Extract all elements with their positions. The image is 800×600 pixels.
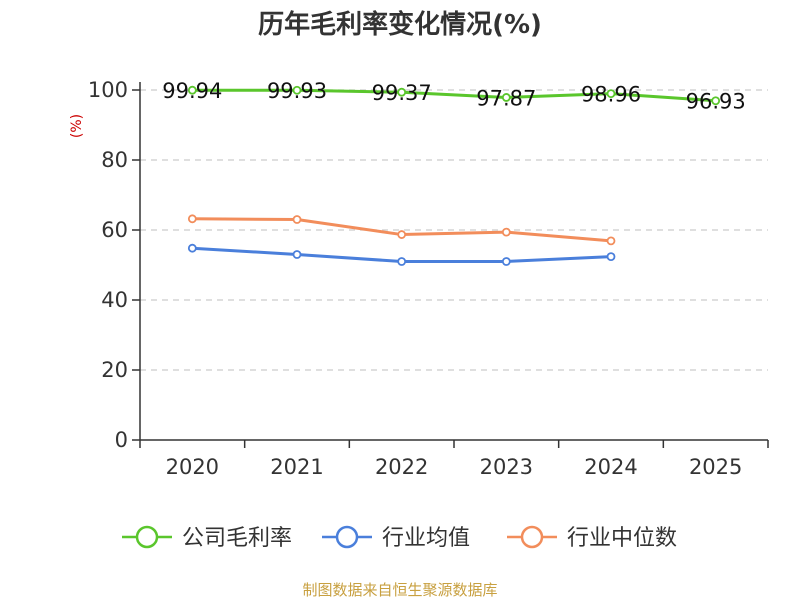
data-label: 96.93 [686, 90, 746, 114]
data-point[interactable] [606, 236, 616, 246]
legend-marker [335, 525, 359, 549]
data-label: 98.96 [581, 83, 641, 107]
data-point[interactable] [292, 250, 302, 259]
data-point[interactable] [606, 252, 616, 262]
legend-label: 公司毛利率 [182, 526, 292, 551]
data-point[interactable] [187, 214, 197, 224]
data-label: 99.37 [372, 81, 432, 105]
series-group: 99.94 99.93 99.37 97.87 98.96 96.93 [162, 79, 746, 266]
data-point[interactable] [711, 96, 721, 106]
legend[interactable]: 公司毛利率 行业均值 行业中位数 [122, 525, 677, 551]
y-tick-label: 40 [101, 288, 128, 312]
x-tick-label: 2024 [584, 455, 637, 479]
y-tick-label: 20 [101, 358, 128, 382]
series-line-0 [192, 88, 716, 103]
x-tick-label: 2023 [480, 455, 533, 479]
data-point[interactable] [187, 85, 197, 95]
source-note: 制图数据来自恒生聚源数据库 [302, 581, 497, 599]
y-tick-label: 100 [88, 78, 128, 102]
legend-item-1[interactable]: 行业均值 [322, 525, 470, 551]
data-point[interactable] [397, 257, 407, 266]
y-tick-label: 80 [101, 148, 128, 172]
data-label: 97.87 [476, 86, 536, 110]
data-point[interactable] [292, 85, 302, 95]
y-axis-label: (%) [69, 114, 85, 138]
data-point[interactable] [606, 89, 616, 99]
data-label: 99.93 [267, 79, 327, 103]
data-point[interactable] [501, 227, 511, 237]
axes: 0 20 40 60 80 100 2020 2021 2022 2023 2024 2025 [88, 78, 769, 479]
grid-lines [140, 89, 768, 371]
chart-title: 历年毛利率变化情况(%) [258, 9, 542, 40]
data-label: 99.94 [162, 79, 222, 103]
legend-item-0[interactable]: 公司毛利率 [122, 525, 292, 551]
legend-label: 行业均值 [382, 526, 470, 551]
legend-label: 行业中位数 [567, 526, 677, 551]
legend-marker [135, 525, 159, 549]
x-tick-label: 2020 [166, 455, 219, 479]
legend-marker [520, 525, 544, 549]
legend-item-2[interactable]: 行业中位数 [507, 525, 677, 551]
data-point[interactable] [292, 215, 302, 224]
x-tick-label: 2022 [375, 455, 428, 479]
data-point[interactable] [397, 87, 407, 97]
data-point[interactable] [501, 257, 511, 266]
y-tick-label: 0 [115, 428, 128, 452]
x-tick-label: 2021 [270, 455, 323, 479]
x-tick-label: 2025 [689, 455, 742, 479]
y-tick-label: 60 [101, 218, 128, 242]
data-point[interactable] [397, 230, 407, 239]
data-point[interactable] [501, 93, 511, 102]
data-point[interactable] [187, 243, 197, 253]
